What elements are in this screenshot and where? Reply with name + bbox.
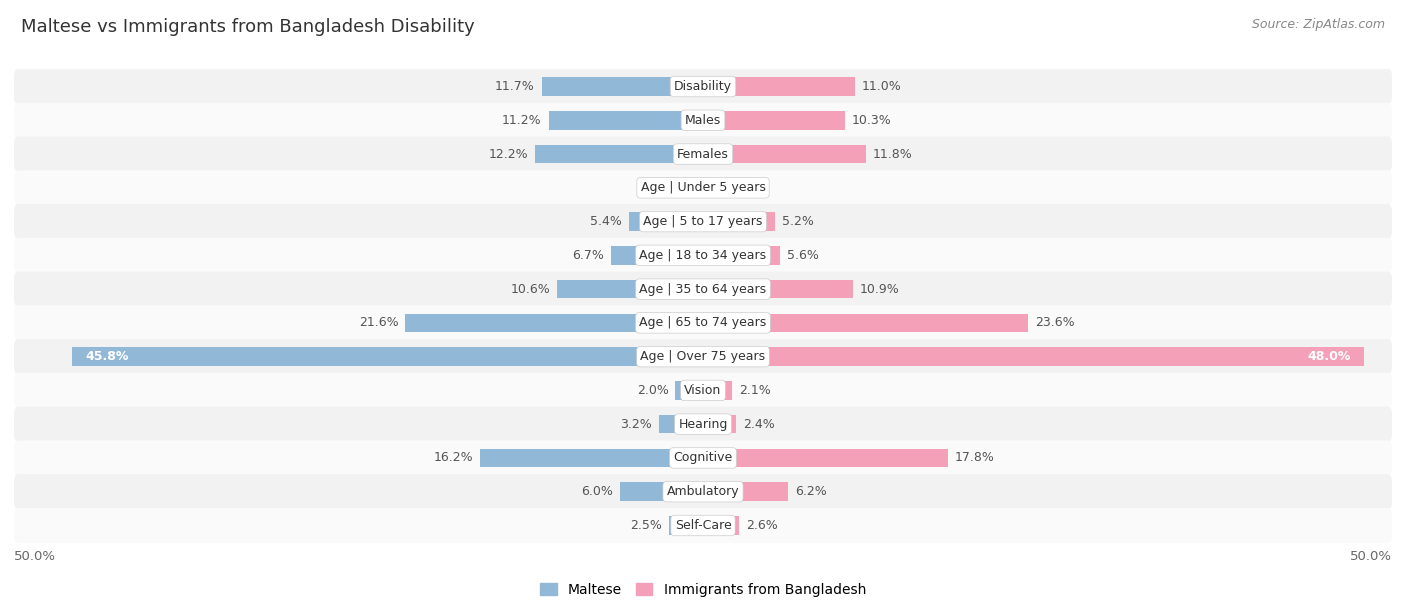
- FancyBboxPatch shape: [14, 406, 1392, 442]
- FancyBboxPatch shape: [14, 204, 1392, 239]
- Bar: [675, 381, 703, 400]
- Text: Age | 18 to 34 years: Age | 18 to 34 years: [640, 249, 766, 262]
- Text: 11.2%: 11.2%: [502, 114, 541, 127]
- Bar: [703, 348, 1364, 366]
- Text: Disability: Disability: [673, 80, 733, 93]
- Bar: [703, 415, 737, 433]
- Legend: Maltese, Immigrants from Bangladesh: Maltese, Immigrants from Bangladesh: [534, 578, 872, 603]
- Text: Vision: Vision: [685, 384, 721, 397]
- FancyBboxPatch shape: [14, 339, 1392, 374]
- Text: 10.3%: 10.3%: [852, 114, 891, 127]
- Text: Females: Females: [678, 147, 728, 160]
- Bar: [479, 449, 703, 467]
- Text: Age | Under 5 years: Age | Under 5 years: [641, 181, 765, 195]
- Bar: [703, 516, 738, 535]
- Text: Age | 65 to 74 years: Age | 65 to 74 years: [640, 316, 766, 329]
- Bar: [620, 482, 703, 501]
- Text: 11.8%: 11.8%: [873, 147, 912, 160]
- FancyBboxPatch shape: [14, 238, 1392, 273]
- Bar: [534, 145, 703, 163]
- Bar: [669, 516, 703, 535]
- Text: 0.85%: 0.85%: [721, 181, 762, 195]
- Text: 2.0%: 2.0%: [637, 384, 669, 397]
- Text: 2.1%: 2.1%: [738, 384, 770, 397]
- Text: 6.7%: 6.7%: [572, 249, 603, 262]
- Text: 16.2%: 16.2%: [433, 452, 472, 465]
- Bar: [703, 111, 845, 130]
- Text: Age | 35 to 64 years: Age | 35 to 64 years: [640, 283, 766, 296]
- Bar: [703, 280, 853, 299]
- Bar: [628, 212, 703, 231]
- FancyBboxPatch shape: [14, 170, 1392, 206]
- FancyBboxPatch shape: [14, 441, 1392, 476]
- Bar: [685, 179, 703, 197]
- Bar: [703, 313, 1028, 332]
- Text: 5.4%: 5.4%: [591, 215, 621, 228]
- Text: 6.2%: 6.2%: [796, 485, 827, 498]
- Text: 45.8%: 45.8%: [86, 350, 129, 363]
- Bar: [703, 482, 789, 501]
- FancyBboxPatch shape: [14, 69, 1392, 104]
- Text: Source: ZipAtlas.com: Source: ZipAtlas.com: [1251, 18, 1385, 31]
- Text: 2.5%: 2.5%: [630, 519, 662, 532]
- Text: Hearing: Hearing: [678, 417, 728, 431]
- Text: Ambulatory: Ambulatory: [666, 485, 740, 498]
- Bar: [72, 348, 703, 366]
- Bar: [610, 246, 703, 264]
- Bar: [703, 179, 714, 197]
- Bar: [659, 415, 703, 433]
- Text: Age | 5 to 17 years: Age | 5 to 17 years: [644, 215, 762, 228]
- Text: 50.0%: 50.0%: [14, 550, 56, 563]
- Text: Maltese vs Immigrants from Bangladesh Disability: Maltese vs Immigrants from Bangladesh Di…: [21, 18, 475, 36]
- Bar: [703, 77, 855, 96]
- Text: 12.2%: 12.2%: [488, 147, 529, 160]
- FancyBboxPatch shape: [14, 103, 1392, 138]
- Bar: [703, 212, 775, 231]
- Text: 6.0%: 6.0%: [582, 485, 613, 498]
- Text: 48.0%: 48.0%: [1308, 350, 1351, 363]
- Bar: [703, 145, 866, 163]
- Bar: [703, 246, 780, 264]
- Text: Males: Males: [685, 114, 721, 127]
- Bar: [703, 449, 948, 467]
- Text: 5.2%: 5.2%: [782, 215, 814, 228]
- FancyBboxPatch shape: [14, 305, 1392, 340]
- Text: 11.7%: 11.7%: [495, 80, 534, 93]
- Text: 50.0%: 50.0%: [1350, 550, 1392, 563]
- Text: 2.4%: 2.4%: [742, 417, 775, 431]
- Text: 10.9%: 10.9%: [860, 283, 900, 296]
- Bar: [405, 313, 703, 332]
- FancyBboxPatch shape: [14, 373, 1392, 408]
- Text: 11.0%: 11.0%: [862, 80, 901, 93]
- FancyBboxPatch shape: [14, 272, 1392, 307]
- Text: 1.3%: 1.3%: [647, 181, 678, 195]
- Bar: [703, 381, 733, 400]
- Text: 17.8%: 17.8%: [955, 452, 995, 465]
- Text: Cognitive: Cognitive: [673, 452, 733, 465]
- FancyBboxPatch shape: [14, 136, 1392, 171]
- Bar: [557, 280, 703, 299]
- Text: 5.6%: 5.6%: [787, 249, 818, 262]
- Text: 21.6%: 21.6%: [359, 316, 398, 329]
- Text: 3.2%: 3.2%: [620, 417, 652, 431]
- Text: Age | Over 75 years: Age | Over 75 years: [641, 350, 765, 363]
- Bar: [541, 77, 703, 96]
- Text: Self-Care: Self-Care: [675, 519, 731, 532]
- FancyBboxPatch shape: [14, 508, 1392, 543]
- Bar: [548, 111, 703, 130]
- FancyBboxPatch shape: [14, 474, 1392, 509]
- Text: 2.6%: 2.6%: [745, 519, 778, 532]
- Text: 23.6%: 23.6%: [1035, 316, 1074, 329]
- Text: 10.6%: 10.6%: [510, 283, 550, 296]
